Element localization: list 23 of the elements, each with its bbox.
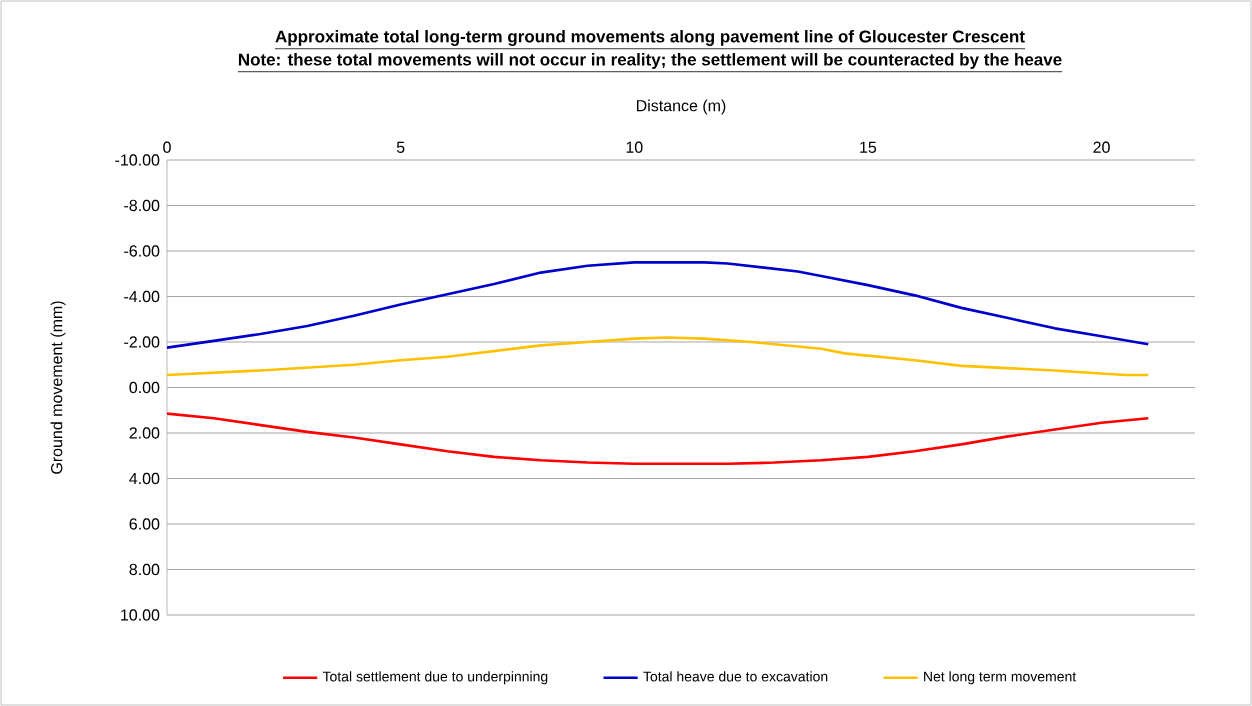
chart-title: Approximate total long-term ground movements along pavement line of Gloucester Crescent [275,30,1025,46]
y-tick-label: -10.00 [115,154,160,166]
x-tick-label: 20 [1093,141,1110,153]
y-tick-label: 2.00 [129,427,160,439]
y-tick-label: 8.00 [129,563,160,576]
x-tick-label: 10 [626,141,643,153]
y-tick-label: -6.00 [124,245,160,257]
y-tick-label: 6.00 [129,518,160,530]
y-tick-label: -8.00 [124,199,160,212]
y-tick-label: 0.00 [129,381,160,394]
y-tick-label: 10.00 [121,609,160,621]
x-tick-label: 5 [396,141,405,153]
x-axis-title: Distance (m) [636,99,726,115]
x-tick-label: 0 [163,141,171,153]
legend-label: Total settlement due to underpinning [322,671,548,685]
y-axis-title: Ground movement (mm) [50,301,66,474]
y-tick-label: 4.00 [129,472,160,485]
legend-label: Total heave due to excavation [643,671,828,682]
x-tick-label: 15 [860,141,877,153]
y-tick-label: -2.00 [124,336,160,348]
y-tick-label: -4.00 [124,290,160,303]
legend-label: Net long term movement [924,671,1077,685]
chart-subtitle: Note: these total movements will not occur in reality; the settlement will be counteracted by the heave [238,53,1062,69]
